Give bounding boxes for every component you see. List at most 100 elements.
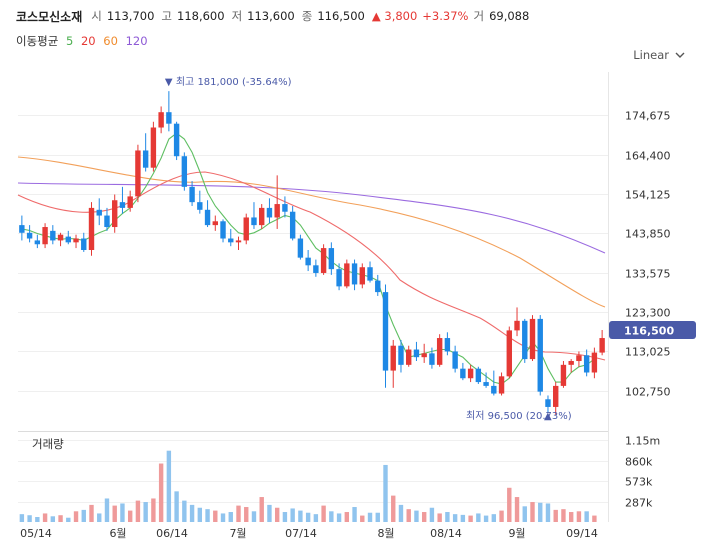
candle-body (266, 207, 273, 218)
candle-body (104, 215, 110, 228)
volume-bar (437, 513, 442, 522)
volume-bar (429, 507, 435, 522)
current-price-badge (609, 321, 696, 339)
candle-body (251, 217, 257, 226)
volume-bar (483, 515, 489, 522)
candle-body (475, 368, 482, 383)
chevron-down-icon (675, 52, 685, 58)
date-tick-label: 05/14 (20, 527, 52, 540)
legend-ma20[interactable]: 20 (80, 34, 96, 48)
candle-body (135, 150, 141, 197)
volume-bar (104, 498, 110, 522)
candle-body (65, 236, 71, 243)
price-tick-label: 123,300 (625, 307, 671, 320)
open-label: 시 (91, 9, 102, 23)
candle-body (243, 217, 249, 241)
candle-body (382, 292, 389, 371)
volume-bar (19, 514, 25, 522)
volume-bar (576, 511, 582, 522)
volume-bar (220, 513, 226, 522)
candle-body (142, 150, 149, 168)
candle-body (173, 123, 180, 157)
date-tick-label: 09/14 (566, 527, 598, 540)
close-label: 종 (301, 9, 313, 23)
candle-body (73, 238, 79, 243)
ma60-line (17, 156, 606, 308)
moving-average-legend: 이동평균 5 20 60 120 (16, 33, 152, 49)
candle-body (181, 156, 188, 187)
volume-bar (507, 487, 512, 522)
candle-body (220, 221, 226, 239)
volume-bar (398, 504, 404, 522)
candle-body (127, 196, 133, 208)
scale-selector[interactable]: Linear (633, 48, 685, 62)
price-tick-label: 154,125 (625, 189, 671, 202)
candle-body (483, 382, 489, 386)
volume-bar (406, 509, 411, 522)
candle-body (398, 345, 404, 365)
candle-body (390, 345, 396, 371)
candle-body (367, 267, 373, 281)
candle-body (545, 399, 551, 407)
candle-body (26, 232, 33, 239)
legend-ma5[interactable]: 5 (65, 34, 74, 48)
candle-body (19, 225, 25, 233)
volume-bar (592, 515, 597, 522)
candle-body (599, 338, 605, 353)
candle-body (460, 368, 466, 379)
volume-bar (553, 509, 558, 522)
price-tick-label: 102,750 (625, 386, 671, 399)
candle-body (351, 263, 358, 285)
volume-bar (329, 511, 334, 522)
volume-tick-label: 860k (625, 456, 653, 469)
candle-body (406, 349, 412, 365)
volume-bar (151, 498, 156, 522)
volume-bar (50, 516, 56, 522)
candle-body (150, 127, 157, 168)
high-marker-icon: ▼ (165, 77, 173, 88)
candle-body (336, 269, 342, 287)
candle-body (235, 240, 242, 243)
volume-bar (298, 510, 303, 522)
candle-body (81, 238, 87, 250)
volume-panel-label: 거래량 (32, 437, 64, 451)
volume-bar (561, 509, 566, 522)
candle-body (514, 320, 520, 331)
volume-bar (468, 515, 473, 522)
volume-value: 69,088 (489, 9, 530, 23)
volume-bar (259, 497, 264, 522)
volume-bar (383, 464, 388, 522)
legend-ma60[interactable]: 60 (103, 34, 118, 48)
candles (19, 91, 605, 415)
candle-body (344, 263, 350, 287)
volume-label: 거 (473, 9, 485, 23)
volume-bar (367, 512, 373, 522)
candle-body (88, 207, 95, 250)
volume-bar (584, 511, 589, 522)
volume-bar (530, 502, 535, 522)
candle-body (42, 227, 48, 245)
volume-bar (42, 513, 48, 522)
volume-bar (499, 510, 504, 522)
volume-bar (460, 514, 466, 522)
volume-bar (568, 512, 574, 522)
volume-bar (228, 512, 233, 522)
candle-body (529, 318, 536, 360)
candle-body (491, 385, 497, 394)
volume-tick-label: 573k (625, 476, 653, 489)
stock-summary-bar: 코스모신소재 시 113,700 고 118,600 저 113,600 종 1… (16, 7, 531, 25)
close-value: 116,500 (317, 9, 365, 23)
volume-grid (18, 440, 608, 503)
volume-bar (143, 502, 148, 522)
volume-bar (305, 512, 311, 522)
legend-ma120[interactable]: 120 (125, 34, 148, 48)
date-tick-label: 08/14 (430, 527, 462, 540)
candle-body (204, 209, 211, 226)
candle-body (583, 355, 590, 373)
volume-bar (244, 507, 249, 522)
volume-bar (112, 505, 117, 522)
candle-body (359, 267, 365, 285)
volume-bar (538, 502, 543, 522)
volume-bar (236, 505, 241, 522)
